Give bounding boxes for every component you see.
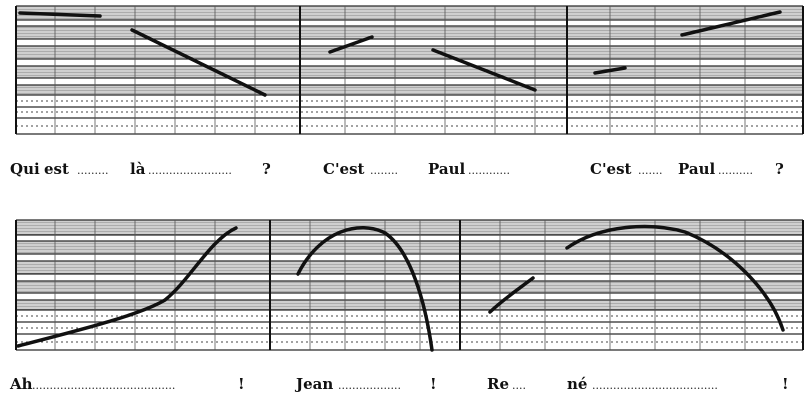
dotted-leader: ........................................… <box>32 379 175 392</box>
question-mark-2: ? <box>775 160 784 178</box>
word-cest-1: C'est <box>323 160 365 178</box>
word-paul-2: Paul <box>678 160 716 178</box>
exclamation-2: ! <box>430 375 437 393</box>
word-cest-2: C'est <box>590 160 632 178</box>
dotted-leader: ............ <box>468 164 510 177</box>
pitch-curve-1a <box>18 11 102 18</box>
dotted-leader: .......... <box>718 164 753 177</box>
syllable-re: Re <box>487 375 509 393</box>
pitch-curve-1c <box>328 35 374 54</box>
pitch-curve-1b <box>130 28 267 97</box>
question-mark-1: ? <box>262 160 271 178</box>
pitch-curve-2a <box>16 226 238 348</box>
word-jean: Jean <box>294 375 333 393</box>
dotted-leader: ....... <box>638 164 662 177</box>
staff-row-2 <box>15 219 804 351</box>
exclamation-1: ! <box>238 375 245 393</box>
pitch-curve-2c <box>488 276 535 314</box>
dotted-leader: ........ <box>370 164 398 177</box>
word-paul-1: Paul <box>428 160 466 178</box>
caption-row-2: Ah .....................................… <box>9 375 789 393</box>
dotted-leader: ........................ <box>148 164 232 177</box>
dotted-leader: .................................... <box>592 379 718 392</box>
word-qui: Qui <box>10 160 40 178</box>
word-est: est <box>44 160 69 178</box>
pitch-curve-1e <box>593 66 627 75</box>
exclamation-3: ! <box>782 375 789 393</box>
staff-row-1 <box>15 5 804 135</box>
word-la: là <box>130 160 146 178</box>
caption-row-1: Qui est ......... là ...................… <box>10 160 784 178</box>
syllable-ne: né <box>567 375 587 393</box>
pitch-curve-1d <box>431 48 537 92</box>
pitch-curve-2d <box>565 224 785 332</box>
word-ah: Ah <box>9 375 33 393</box>
pitch-curve-2b <box>296 225 434 352</box>
dotted-leader: .................. <box>338 379 401 392</box>
pitch-curve-1f <box>680 10 782 37</box>
dotted-leader: ......... <box>77 164 108 177</box>
dotted-leader: .... <box>512 379 526 392</box>
